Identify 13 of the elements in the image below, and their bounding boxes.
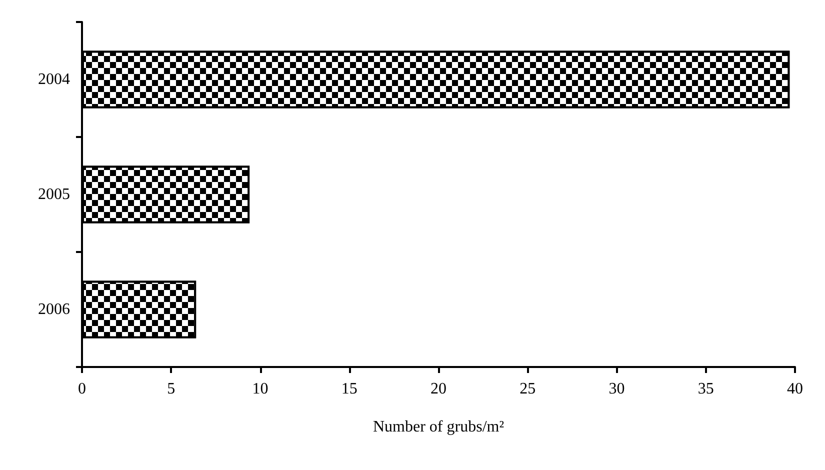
y-tick-label: 2005 xyxy=(38,186,70,203)
x-tick-label: 5 xyxy=(167,380,176,398)
y-tick-label: 2006 xyxy=(38,301,70,318)
x-tick-label: 35 xyxy=(698,380,714,398)
x-tick-label: 15 xyxy=(341,380,358,398)
x-tick-label: 25 xyxy=(520,380,536,398)
x-tick-label: 0 xyxy=(78,380,86,398)
y-tick-label: 2004 xyxy=(38,71,70,88)
x-tick-label: 10 xyxy=(252,380,268,398)
x-axis-title: Number of grubs/m² xyxy=(373,418,504,436)
x-tick-label: 20 xyxy=(430,380,446,398)
x-tick-label: 30 xyxy=(608,380,625,398)
x-tick-label: 40 xyxy=(787,380,803,398)
